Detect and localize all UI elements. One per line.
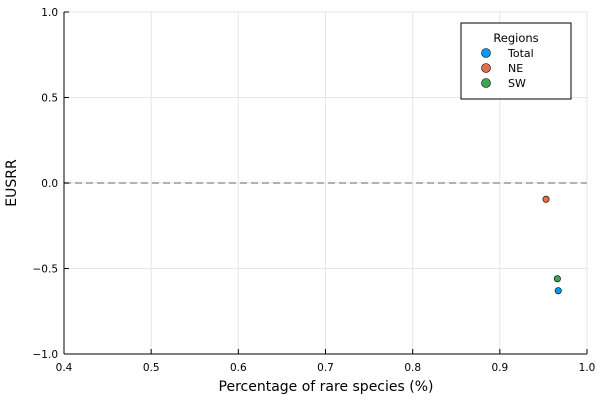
legend-items: Total NE SW <box>481 47 534 90</box>
legend-label-sw: SW <box>508 77 526 90</box>
x-tick-label: 0.7 <box>317 362 334 374</box>
legend-marker-sw <box>481 78 491 88</box>
y-tick-label: −0.5 <box>33 264 59 276</box>
y-axis-label: EUSRR <box>4 159 20 207</box>
data-point-total <box>554 287 562 295</box>
legend-box <box>460 22 572 100</box>
x-tick-label: 0.6 <box>230 362 247 374</box>
data-point-sw <box>553 275 561 283</box>
x-tick-label: 0.5 <box>143 362 160 374</box>
x-tick-label: 0.8 <box>404 362 421 374</box>
legend-label-total: Total <box>507 47 534 60</box>
points-layer <box>542 195 562 295</box>
x-axis-label: Percentage of rare species (%) <box>219 379 434 395</box>
axes-layer: 0.4 0.5 0.6 0.7 0.8 0.9 1.0 −1.0 −0.5 0.0 0.5 1.0 <box>33 7 596 374</box>
y-tick-label: 1.0 <box>41 7 58 19</box>
legend-marker-ne <box>481 63 491 73</box>
y-tick-label: −1.0 <box>33 349 59 361</box>
legend-title: Regions <box>493 31 538 45</box>
legend: Regions Total NE SW <box>460 22 572 100</box>
data-point-ne <box>542 195 550 203</box>
x-tick-label: 0.4 <box>56 362 73 374</box>
x-tick-label: 1.0 <box>579 362 596 374</box>
legend-label-ne: NE <box>508 62 523 75</box>
y-tick-label: 0.5 <box>41 93 58 105</box>
y-tick-label: 0.0 <box>41 178 58 190</box>
x-tick-label: 0.9 <box>491 362 508 374</box>
legend-marker-total <box>481 48 491 58</box>
